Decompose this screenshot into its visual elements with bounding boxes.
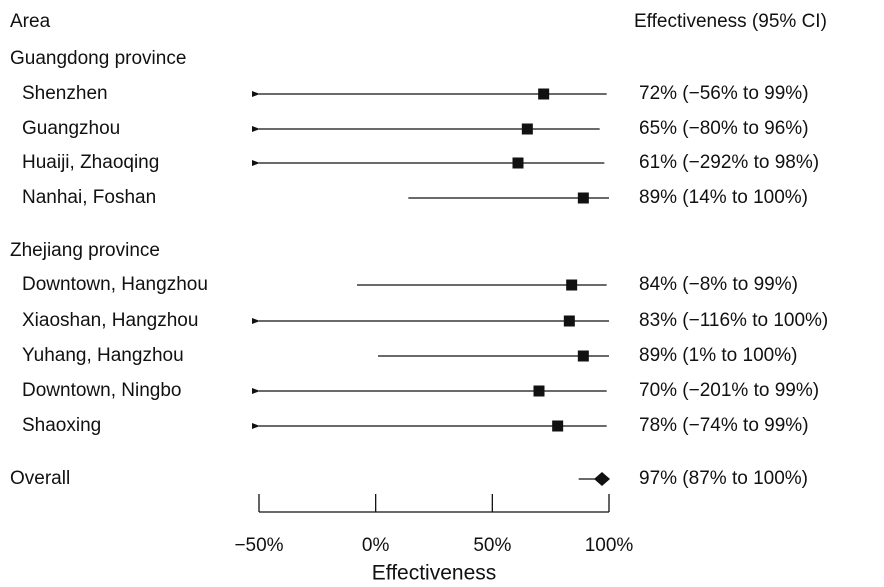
point-estimate [577, 192, 589, 204]
effectiveness-text: 89% (14% to 100%) [639, 187, 808, 208]
point-estimate [533, 385, 545, 397]
point-estimate [577, 350, 589, 362]
point-estimate [552, 420, 564, 432]
x-tick-label: 0% [362, 535, 390, 556]
effectiveness-text: 72% (−56% to 99%) [639, 83, 809, 104]
effectiveness-text: 65% (−80% to 96%) [639, 118, 809, 139]
effectiveness-text: 70% (−201% to 99%) [639, 380, 819, 401]
chart-marks [252, 88, 610, 486]
row-label: Xiaoshan, Hangzhou [22, 310, 198, 331]
point-estimate [563, 315, 575, 327]
group-header: Zhejiang province [10, 240, 160, 261]
row-label: Shaoxing [22, 415, 101, 436]
row-label: Shenzhen [22, 83, 108, 104]
area-header: Area [10, 11, 51, 32]
row-label: Huaiji, Zhaoqing [22, 152, 159, 173]
x-axis-title: Effectiveness [372, 562, 497, 585]
row-label: Nanhai, Foshan [22, 187, 156, 208]
point-estimate [538, 88, 550, 100]
overall-effectiveness-text: 97% (87% to 100%) [639, 468, 808, 489]
point-estimate [566, 279, 578, 291]
x-tick-label: 50% [473, 535, 511, 556]
row-label: Downtown, Hangzhou [22, 274, 208, 295]
x-axis: −50% 0% 50% 100% Effectiveness [234, 494, 633, 585]
row-label: Yuhang, Hangzhou [22, 345, 184, 366]
group-header: Guangdong province [10, 48, 186, 69]
overall-label: Overall [10, 468, 70, 489]
effectiveness-text: 84% (−8% to 99%) [639, 274, 798, 295]
effectiveness-labels: Effectiveness (95% CI) 72% (−56% to 99%) 6… [634, 11, 828, 489]
effectiveness-text: 83% (−116% to 100%) [639, 310, 828, 331]
area-labels: Area Guangdong province Shenzhen Guangzhou H… [10, 11, 208, 489]
effectiveness-text: 78% (−74% to 99%) [639, 415, 809, 436]
x-tick-label: −50% [234, 535, 283, 556]
row-label: Guangzhou [22, 118, 120, 139]
overall-estimate-diamond [594, 472, 610, 486]
point-estimate [512, 157, 524, 169]
point-estimate [521, 123, 533, 135]
effectiveness-text: 89% (1% to 100%) [639, 345, 797, 366]
x-tick-label: 100% [585, 535, 634, 556]
row-label: Downtown, Ningbo [22, 380, 181, 401]
effectiveness-header: Effectiveness (95% CI) [634, 11, 827, 32]
effectiveness-text: 61% (−292% to 98%) [639, 152, 819, 173]
